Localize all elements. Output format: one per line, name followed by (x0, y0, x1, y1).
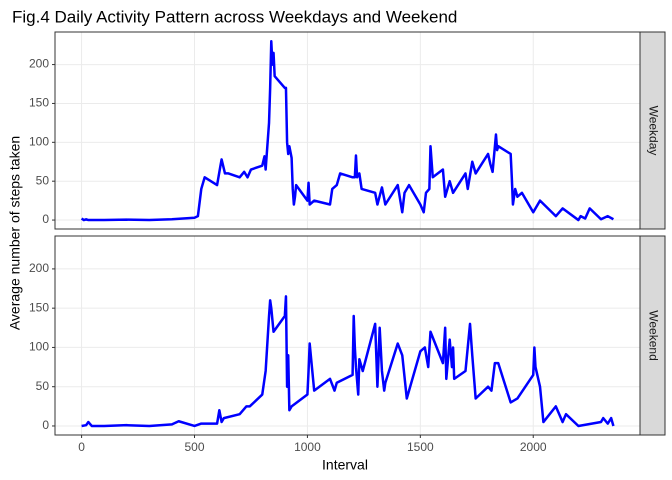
facet-label: Weekday (646, 106, 660, 156)
y-tick-label: 100 (29, 340, 49, 354)
chart-title: Fig.4 Daily Activity Pattern across Week… (12, 7, 457, 26)
panel-background (55, 236, 640, 435)
x-tick-label: 1500 (407, 440, 434, 454)
x-tick-label: 0 (78, 440, 85, 454)
y-tick-label: 150 (29, 300, 49, 314)
x-tick-label: 500 (184, 440, 204, 454)
facet-strip (639, 235, 666, 436)
x-tick-label: 1000 (294, 440, 321, 454)
y-tick-label: 200 (29, 261, 49, 275)
x-axis-label: Interval (322, 457, 368, 473)
facet-label: Weekend (646, 310, 660, 360)
facet-strip (639, 31, 666, 230)
panel-background (55, 32, 640, 229)
y-axis-label: Average number of steps taken (7, 136, 23, 330)
y-tick-label: 50 (36, 379, 50, 393)
y-tick-label: 0 (42, 212, 49, 226)
x-tick-label: 2000 (520, 440, 547, 454)
y-tick-label: 150 (29, 96, 49, 110)
y-tick-label: 0 (42, 418, 49, 432)
y-tick-label: 50 (36, 173, 50, 187)
data-line (81, 295, 615, 428)
data-line (80, 40, 615, 222)
y-tick-label: 100 (29, 134, 49, 148)
y-tick-label: 200 (29, 57, 49, 71)
